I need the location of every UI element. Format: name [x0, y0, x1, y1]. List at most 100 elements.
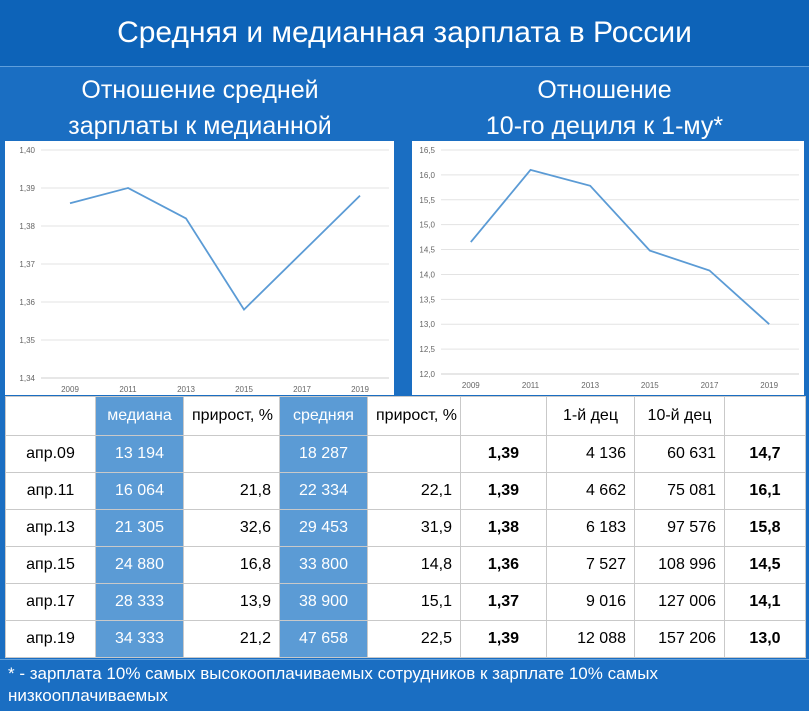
- right-chart-title-line1: Отношение: [537, 76, 672, 104]
- table-header-row: медиана прирост, % средняя прирост, % 1-й де…: [5, 396, 806, 436]
- cell-median: 21 305: [95, 509, 184, 547]
- header-decile1: 1-й дец: [546, 396, 635, 436]
- cell-mean-growth: 14,8: [367, 546, 461, 584]
- cell-decile-ratio: 13,0: [724, 620, 806, 658]
- y-tick-label: 14,0: [419, 270, 435, 279]
- cell-decile1: 9 016: [546, 583, 635, 621]
- cell-median-growth: 21,8: [183, 472, 280, 510]
- cell-decile10: 108 996: [634, 546, 725, 584]
- decile-ratio-svg: 16,5 16,0 15,5 15,0 14,5 14,0 13,5 13,0 12,5 12,0…: [419, 146, 799, 390]
- right-chart-title-line2: 10-го дециля к 1-му*: [485, 112, 724, 140]
- y-tick-label: 1,36: [19, 298, 35, 307]
- series-line: [69, 187, 361, 312]
- x-tick-label: 2015: [641, 381, 659, 390]
- header-decile10: 10-й дец: [634, 396, 725, 436]
- cell-mean-median-ratio: 1,36: [460, 546, 547, 584]
- cell-median: 16 064: [95, 472, 184, 510]
- page-title: Средняя и медианная зарплата в России: [0, 0, 809, 66]
- cell-mean: 38 900: [279, 583, 368, 621]
- header-decile-ratio: [724, 396, 806, 436]
- left-chart-title: Отношение средней зарплаты к медианной: [0, 72, 400, 144]
- cell-decile10: 60 631: [634, 435, 725, 473]
- x-tick-label: 2015: [235, 385, 253, 394]
- table-row: апр.15 24 880 16,8 33 800 14,8 1,36 7 527 108 9…: [5, 546, 806, 584]
- header-mean-growth: прирост, %: [367, 396, 461, 436]
- cell-decile1: 4 136: [546, 435, 635, 473]
- title-divider: [0, 66, 809, 67]
- x-tick-label: 2013: [177, 385, 195, 394]
- y-tick-label: 15,0: [419, 221, 435, 230]
- cell-mean-growth: 22,5: [367, 620, 461, 658]
- cell-median-growth: 13,9: [183, 583, 280, 621]
- cell-period: апр.13: [5, 509, 96, 547]
- table-row: апр.11 16 064 21,8 22 334 22,1 1,39 4 662 75 08…: [5, 472, 806, 510]
- cell-decile10: 97 576: [634, 509, 725, 547]
- y-tick-label: 16,5: [419, 146, 435, 155]
- cell-decile10: 127 006: [634, 583, 725, 621]
- cell-decile1: 7 527: [546, 546, 635, 584]
- cell-median: 24 880: [95, 546, 184, 584]
- header-mean-median-ratio: [460, 396, 547, 436]
- y-tick-label: 14,5: [419, 246, 435, 255]
- cell-period: апр.15: [5, 546, 96, 584]
- x-tick-label: 2009: [61, 385, 79, 394]
- cell-decile10: 157 206: [634, 620, 725, 658]
- left-chart-title-line1: Отношение средней: [81, 76, 319, 104]
- cell-decile1: 12 088: [546, 620, 635, 658]
- y-tick-label: 13,5: [419, 295, 435, 304]
- y-tick-label: 1,34: [19, 374, 35, 383]
- cell-mean-median-ratio: 1,39: [460, 472, 547, 510]
- decile-ratio-chart: 16,5 16,0 15,5 15,0 14,5 14,0 13,5 13,0 12,5 12,0…: [412, 141, 804, 395]
- y-tick-label: 12,5: [419, 345, 435, 354]
- cell-median-growth: 32,6: [183, 509, 280, 547]
- cell-mean-median-ratio: 1,37: [460, 583, 547, 621]
- cell-period: апр.09: [5, 435, 96, 473]
- cell-decile-ratio: 16,1: [724, 472, 806, 510]
- cell-decile1: 4 662: [546, 472, 635, 510]
- cell-mean-median-ratio: 1,39: [460, 435, 547, 473]
- cell-period: апр.11: [5, 472, 96, 510]
- cell-mean-growth: [367, 435, 461, 473]
- cell-mean: 18 287: [279, 435, 368, 473]
- salary-table: медиана прирост, % средняя прирост, % 1-й де…: [5, 396, 806, 658]
- x-tick-label: 2009: [462, 381, 480, 390]
- y-tick-label: 12,0: [419, 370, 435, 379]
- cell-mean-growth: 15,1: [367, 583, 461, 621]
- x-tick-label: 2019: [760, 381, 778, 390]
- cell-decile1: 6 183: [546, 509, 635, 547]
- table-row: апр.19 34 333 21,2 47 658 22,5 1,39 12 088 157 …: [5, 620, 806, 658]
- cell-median-growth: 21,2: [183, 620, 280, 658]
- cell-median-growth: 16,8: [183, 546, 280, 584]
- cell-decile-ratio: 15,8: [724, 509, 806, 547]
- y-tick-label: 15,5: [419, 196, 435, 205]
- cell-median: 34 333: [95, 620, 184, 658]
- y-tick-label: 1,35: [19, 336, 35, 345]
- cell-mean-growth: 31,9: [367, 509, 461, 547]
- footnote-divider: [0, 659, 809, 660]
- header-median: медиана: [95, 396, 184, 436]
- ratio-mean-median-svg: 1,40 1,39 1,38 1,37 1,36 1,35 1,34 2009 2011 2013…: [19, 146, 389, 394]
- y-tick-label: 16,0: [419, 171, 435, 180]
- series-line: [470, 168, 770, 325]
- table-row: апр.17 28 333 13,9 38 900 15,1 1,37 9 016 127 0…: [5, 583, 806, 621]
- cell-mean: 47 658: [279, 620, 368, 658]
- y-tick-label: 1,38: [19, 222, 35, 231]
- footnote: * - зарплата 10% самых высокооплачиваемы…: [8, 664, 658, 705]
- x-tick-label: 2017: [701, 381, 719, 390]
- x-tick-label: 2017: [293, 385, 311, 394]
- cell-mean: 22 334: [279, 472, 368, 510]
- cell-decile-ratio: 14,1: [724, 583, 806, 621]
- cell-median: 13 194: [95, 435, 184, 473]
- cell-mean: 29 453: [279, 509, 368, 547]
- cell-mean-median-ratio: 1,39: [460, 620, 547, 658]
- header-mean: средняя: [279, 396, 368, 436]
- cell-period: апр.19: [5, 620, 96, 658]
- ratio-mean-median-chart: 1,40 1,39 1,38 1,37 1,36 1,35 1,34 2009 2011 2013…: [5, 141, 394, 395]
- left-chart-title-line2: зарплаты к медианной: [68, 112, 332, 140]
- x-tick-label: 2011: [522, 381, 540, 390]
- cell-median: 28 333: [95, 583, 184, 621]
- y-tick-label: 13,0: [419, 320, 435, 329]
- cell-decile10: 75 081: [634, 472, 725, 510]
- cell-decile-ratio: 14,7: [724, 435, 806, 473]
- x-tick-label: 2011: [119, 385, 137, 394]
